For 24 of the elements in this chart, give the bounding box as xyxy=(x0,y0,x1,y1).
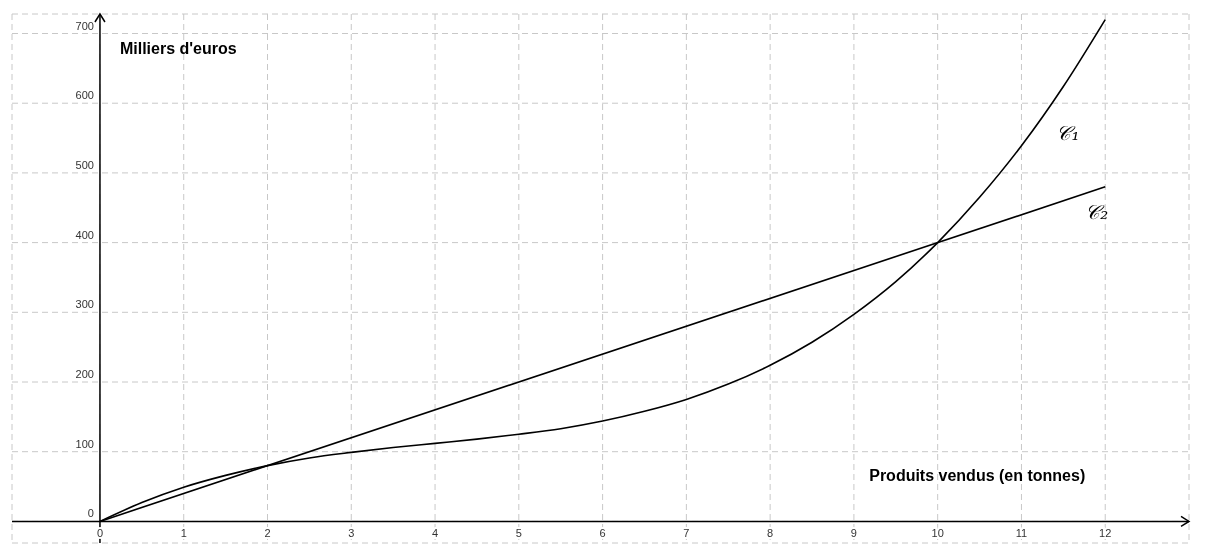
x-tick-label: 2 xyxy=(264,527,271,540)
y-tick-label: 600 xyxy=(75,89,94,102)
y-tick-label: 500 xyxy=(75,158,94,171)
y-axis-title: Milliers d'euros xyxy=(119,40,237,57)
y-tick-label: 100 xyxy=(75,437,94,450)
y-tick-label: 300 xyxy=(75,298,94,311)
series-label: 𝒞₁ xyxy=(1056,120,1080,145)
x-tick-label: 7 xyxy=(683,527,690,540)
x-tick-label: 12 xyxy=(1099,527,1112,540)
x-tick-label: 4 xyxy=(431,527,439,540)
y-tick-label: 200 xyxy=(75,368,94,380)
y-tick-label: 400 xyxy=(75,228,94,241)
x-tick-label: 9 xyxy=(850,527,857,540)
x-axis-title: Produits vendus (en tonnes) xyxy=(869,467,1086,485)
x-tick-label: 10 xyxy=(931,527,944,540)
y-tick-label: 700 xyxy=(75,19,94,32)
x-tick-label: 1 xyxy=(180,527,187,540)
x-tick-label: 11 xyxy=(1015,527,1028,540)
x-tick-label: 6 xyxy=(599,527,606,540)
x-tick-label: 3 xyxy=(348,527,355,540)
series-label: 𝒞₂ xyxy=(1085,199,1109,224)
x-tick-label: 8 xyxy=(767,527,774,540)
x-tick-label: 5 xyxy=(515,527,522,540)
y-tick-label: 0 xyxy=(87,507,94,520)
